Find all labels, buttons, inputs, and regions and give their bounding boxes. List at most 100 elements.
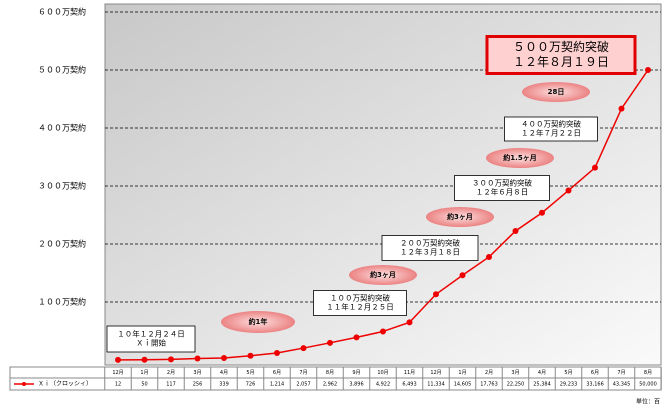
table-value: 33,166 (586, 382, 604, 388)
annotation-text: 28日 (548, 88, 565, 96)
table-value: 2,962 (323, 382, 337, 388)
x-tick-label: 3月 (511, 370, 519, 376)
table-value: 50,000 (639, 382, 657, 388)
annotation-text: 約3ヶ月 (370, 270, 396, 279)
x-tick-label: 1月 (140, 370, 148, 376)
legend-marker (22, 382, 26, 386)
data-point (592, 164, 598, 171)
data-point (433, 291, 439, 298)
x-tick-label: 7月 (299, 370, 307, 376)
x-tick-label: 2月 (485, 370, 493, 376)
y-tick-label: ２００万契約 (38, 239, 86, 249)
x-tick-label: 8月 (644, 370, 652, 376)
y-tick-label: １００万契約 (38, 297, 86, 307)
table-value: 17,763 (480, 382, 498, 388)
annotation-box (381, 235, 479, 261)
table-value: 11,334 (427, 382, 445, 388)
x-tick-label: 7月 (617, 370, 625, 376)
table-value: 1,214 (270, 382, 284, 388)
y-tick-label: ５００万契約 (38, 65, 86, 75)
annotation-text: １２年６月８日 (476, 187, 529, 197)
x-tick-label: 5月 (246, 370, 254, 376)
annotation-text: １２年７月２２日 (521, 128, 581, 138)
data-point (618, 105, 625, 112)
x-tick-label: 9月 (352, 370, 360, 376)
data-point (115, 356, 121, 363)
x-tick-label: 6月 (273, 370, 281, 376)
unit-label: 単位：百 (636, 398, 660, 406)
table-value: 4,922 (376, 382, 390, 388)
data-point (300, 345, 307, 352)
x-tick-label: 1月 (458, 370, 466, 376)
table-value: 256 (193, 382, 203, 388)
annotation-text: ４００万契約突破 (521, 119, 581, 129)
x-tick-label: 2月 (167, 370, 175, 376)
table-value: 29,233 (560, 382, 578, 388)
annotation-text: ３００万契約突破 (472, 178, 532, 188)
annotation-text: 約1年 (249, 317, 268, 326)
data-point (247, 352, 254, 359)
annotation-box (106, 325, 196, 353)
annotation-text: 約3ヶ月 (447, 212, 473, 221)
annotation-oval (349, 265, 417, 285)
data-point (406, 319, 413, 326)
annotation-oval (486, 148, 554, 168)
table-value: 22,250 (507, 382, 525, 388)
data-point (512, 227, 519, 234)
annotation-text: ２００万契約突破 (400, 238, 460, 248)
table-value: 12 (115, 382, 121, 388)
annotation-oval (426, 207, 494, 227)
annotation-box (313, 290, 407, 316)
data-point (459, 272, 466, 279)
highlight-box (485, 35, 637, 75)
annotation-text: Ｘｉ開始 (136, 338, 166, 348)
table-value: 43,345 (613, 382, 631, 388)
annotation-text: １２年３月１８日 (400, 247, 460, 257)
x-tick-label: 4月 (220, 370, 228, 376)
x-tick-label: 8月 (326, 370, 334, 376)
data-point (168, 356, 174, 363)
annotation-text: 約1.5ヶ月 (503, 153, 536, 162)
x-tick-label: 12月 (430, 370, 441, 376)
data-point (221, 355, 227, 362)
x-tick-label: 6月 (591, 370, 599, 376)
annotation-text: １００万契約突破 (330, 293, 390, 303)
table-value: 117 (166, 382, 176, 388)
x-tick-label: 12月 (112, 370, 123, 376)
annotation-box (504, 116, 598, 142)
data-point (486, 253, 492, 260)
x-tick-label: 3月 (193, 370, 201, 376)
data-point (565, 187, 572, 194)
legend-label: Ｘｉ（クロッシィ） (38, 380, 92, 388)
table-value: 25,384 (533, 382, 551, 388)
table-value: 2,057 (296, 382, 310, 388)
annotation-oval (221, 311, 295, 333)
table-value: 14,605 (454, 382, 472, 388)
x-tick-label: 10月 (377, 370, 388, 376)
table-value: 3,896 (349, 382, 363, 388)
y-tick-label: ６００万契約 (38, 7, 86, 17)
annotation-text: ５００万契約突破 (513, 39, 609, 54)
annotation-text: １０年１２月２４日 (117, 329, 185, 339)
table-value: 726 (246, 382, 256, 388)
table-value: 339 (219, 382, 229, 388)
data-point (539, 209, 545, 216)
table-value: 50 (141, 382, 147, 388)
x-tick-label: 11月 (404, 370, 415, 376)
y-tick-label: ３００万契約 (38, 181, 86, 191)
data-point (274, 349, 280, 356)
annotation-text: １２年８月１９日 (513, 55, 609, 69)
data-point (380, 328, 386, 335)
data-point (353, 334, 360, 341)
data-point (327, 339, 333, 346)
x-tick-label: 4月 (538, 370, 546, 376)
annotation-box (454, 175, 550, 201)
y-tick-label: ４００万契約 (38, 123, 86, 133)
data-point (141, 356, 148, 363)
data-point (645, 67, 651, 73)
annotation-text: １１年１２月２５日 (326, 302, 394, 312)
table-value: 6,493 (402, 382, 416, 388)
data-point (194, 355, 201, 362)
x-tick-label: 5月 (564, 370, 572, 376)
